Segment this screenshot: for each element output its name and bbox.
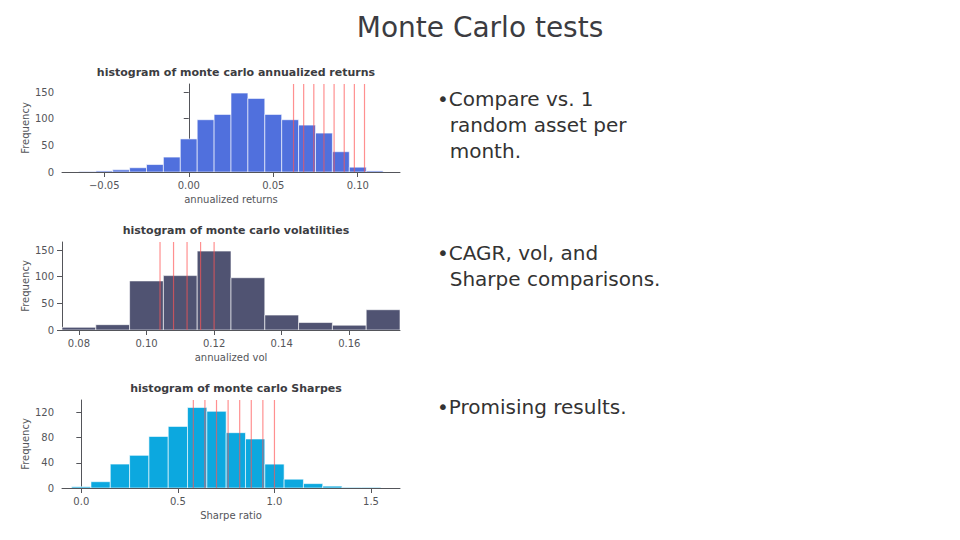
svg-text:100: 100 bbox=[35, 113, 54, 124]
svg-text:•Promising results.: •Promising results. bbox=[437, 395, 627, 419]
svg-text:0.16: 0.16 bbox=[338, 338, 360, 349]
svg-text:0.00: 0.00 bbox=[178, 180, 200, 191]
svg-text:random asset per: random asset per bbox=[437, 113, 627, 137]
svg-text:0.05: 0.05 bbox=[262, 180, 284, 191]
svg-text:−0.05: −0.05 bbox=[89, 180, 120, 191]
svg-text:Frequency: Frequency bbox=[20, 418, 31, 470]
svg-text:0.12: 0.12 bbox=[203, 338, 225, 349]
svg-text:month.: month. bbox=[437, 139, 521, 163]
svg-text:histogram of monte carlo Sharp: histogram of monte carlo Sharpes bbox=[130, 382, 342, 395]
svg-text:Monte Carlo tests: Monte Carlo tests bbox=[357, 11, 604, 44]
svg-text:40: 40 bbox=[41, 457, 54, 468]
svg-text:Frequency: Frequency bbox=[20, 260, 31, 312]
svg-text:1.0: 1.0 bbox=[267, 496, 283, 507]
svg-text:0: 0 bbox=[48, 167, 54, 178]
svg-text:50: 50 bbox=[41, 140, 54, 151]
svg-text:120: 120 bbox=[35, 407, 54, 418]
svg-text:Sharpe ratio: Sharpe ratio bbox=[200, 510, 262, 521]
svg-text:0.5: 0.5 bbox=[170, 496, 186, 507]
svg-text:0.08: 0.08 bbox=[68, 338, 90, 349]
svg-text:•CAGR, vol, and: •CAGR, vol, and bbox=[437, 241, 598, 265]
svg-text:histogram of monte carlo volat: histogram of monte carlo volatilities bbox=[123, 224, 350, 237]
svg-text:•Compare vs. 1: •Compare vs. 1 bbox=[437, 87, 594, 111]
svg-text:0.0: 0.0 bbox=[73, 496, 89, 507]
svg-text:80: 80 bbox=[41, 432, 54, 443]
svg-text:150: 150 bbox=[35, 245, 54, 256]
svg-text:0.10: 0.10 bbox=[135, 338, 157, 349]
svg-text:0: 0 bbox=[48, 325, 54, 336]
svg-text:100: 100 bbox=[35, 271, 54, 282]
svg-text:1.5: 1.5 bbox=[363, 496, 379, 507]
svg-text:150: 150 bbox=[35, 87, 54, 98]
svg-text:0: 0 bbox=[48, 483, 54, 494]
svg-text:histogram of monte carlo annua: histogram of monte carlo annualized retu… bbox=[97, 66, 376, 79]
svg-text:Frequency: Frequency bbox=[20, 102, 31, 154]
svg-text:0.10: 0.10 bbox=[347, 180, 369, 191]
svg-text:annualized returns: annualized returns bbox=[184, 194, 278, 205]
svg-text:50: 50 bbox=[41, 298, 54, 309]
svg-text:0.14: 0.14 bbox=[271, 338, 293, 349]
svg-text:annualized vol: annualized vol bbox=[195, 352, 268, 363]
svg-text:Sharpe comparisons.: Sharpe comparisons. bbox=[437, 267, 660, 291]
